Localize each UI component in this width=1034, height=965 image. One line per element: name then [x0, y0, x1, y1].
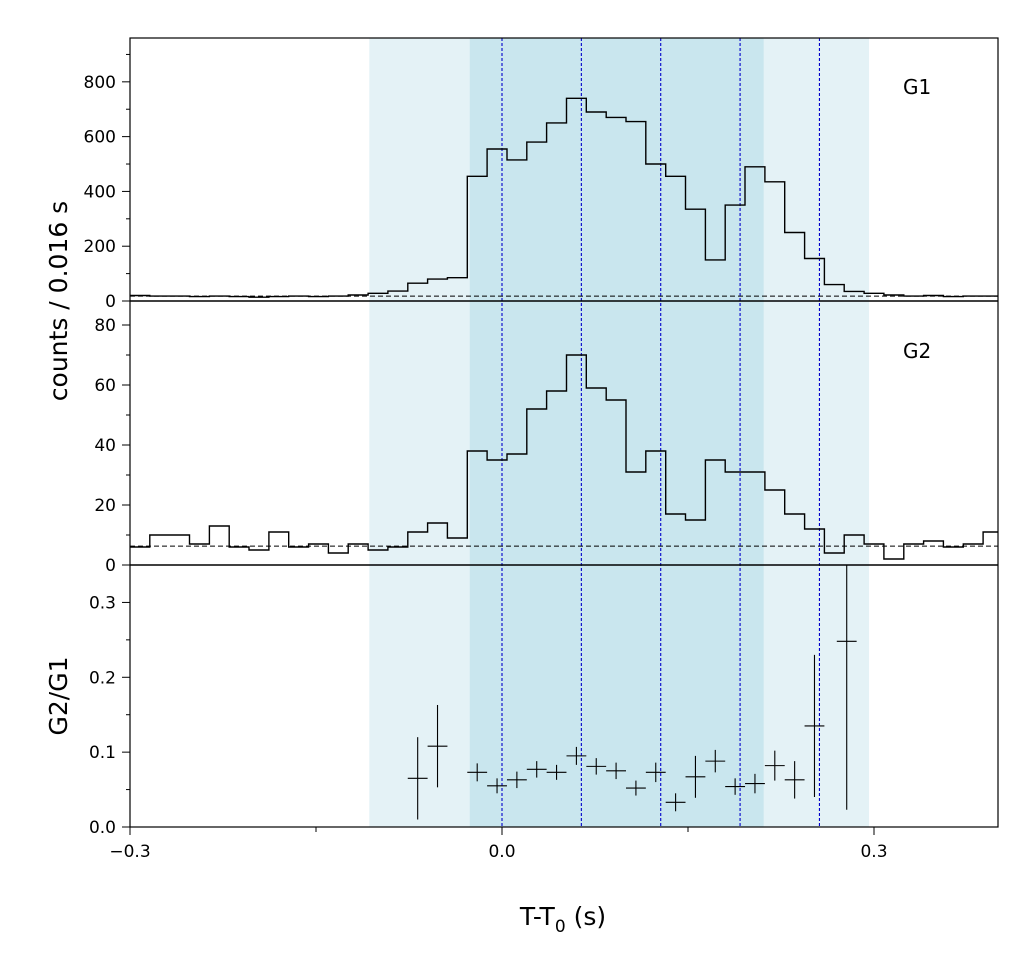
ratio-point-14 [705, 749, 726, 773]
interval-lines [501, 38, 820, 827]
xtick-label-0: −0.3 [109, 842, 150, 862]
ratio-point-13 [685, 755, 706, 798]
ratio-point-4 [506, 771, 527, 789]
x-axis-label-subscript: 0 [555, 917, 566, 937]
histogram-g1 [130, 97, 998, 298]
ytick-label-g2-1: 20 [94, 496, 116, 516]
ratio-point-9 [606, 762, 626, 780]
ratio-point-20 [836, 565, 857, 810]
ytick-label-g2-2: 40 [94, 436, 116, 456]
plot-frame [129, 37, 999, 828]
ratio-point-8 [586, 758, 607, 775]
ytick-label-ratio-3: 0.3 [89, 593, 116, 613]
ytick-label-ratio-2: 0.2 [89, 668, 116, 688]
ratio-point-12 [665, 793, 686, 812]
x-axis-label-unit: (s) [566, 902, 606, 931]
ytick-label-g1-0: 0 [105, 292, 116, 312]
ytick-label-g2-0: 0 [105, 556, 116, 576]
shaded-region-1 [469, 38, 764, 827]
tick-marks: 0 200 400 600 800 0 20 40 60 80 0.0 0.1 0.2 0.3 −0.3 0.… [84, 53, 888, 862]
ytick-label-g2-3: 60 [94, 376, 116, 396]
data-series [130, 97, 998, 820]
ratio-point-19 [804, 654, 825, 798]
ratio-point-17 [764, 750, 785, 781]
x-axis-label: T-T0 (s) [519, 902, 606, 937]
y-axis-label-ratio: G2/G1 [44, 657, 73, 736]
ratio-point-18 [784, 761, 805, 799]
ratio-point-10 [626, 780, 646, 796]
panel-label-g2: G2 [903, 339, 931, 363]
ratio-point-11 [645, 762, 666, 783]
ytick-label-g1-1: 200 [84, 237, 116, 257]
panel-label-g1: G1 [903, 75, 931, 99]
histogram-g2 [130, 354, 998, 560]
axes-frame [129, 37, 999, 828]
ytick-label-g1-3: 600 [84, 128, 116, 148]
ratio-point-7 [566, 746, 587, 765]
ratio-point-15 [725, 778, 746, 795]
shaded-regions [369, 38, 870, 827]
ratio-point-0 [407, 737, 428, 820]
ytick-label-ratio-0: 0.0 [89, 818, 116, 838]
ytick-label-g1-2: 400 [84, 182, 116, 202]
xtick-label-2: 0.3 [860, 842, 887, 862]
x-axis-label-main: T-T [519, 902, 556, 931]
ratio-point-2 [467, 763, 488, 782]
ytick-label-ratio-1: 0.1 [89, 743, 116, 763]
ratio-point-5 [526, 761, 547, 778]
ratio-point-16 [745, 773, 765, 794]
ratio-point-3 [487, 778, 507, 794]
ratio-point-1 [427, 704, 448, 788]
ytick-label-g1-4: 800 [84, 73, 116, 93]
y-axis-label-counts: counts / 0.016 s [44, 201, 73, 401]
ytick-label-g2-4: 80 [94, 316, 116, 336]
ratio-point-6 [546, 764, 567, 780]
xtick-label-1: 0.0 [488, 842, 515, 862]
